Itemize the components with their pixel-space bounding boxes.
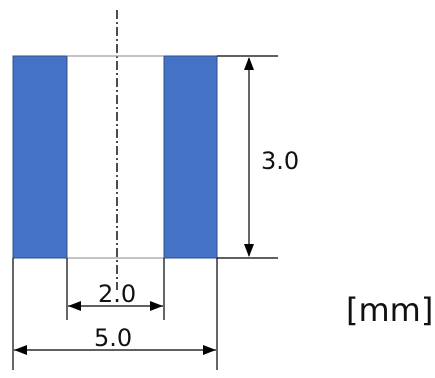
height-arrow-bottom [244, 244, 254, 257]
outer-width-arrow-left [14, 345, 27, 355]
inner-width-label: 2.0 [98, 280, 136, 308]
left-wall [12, 55, 68, 259]
height-label: 3.0 [261, 147, 299, 175]
inner-width-arrow-left [68, 301, 81, 311]
inner-width-arrow-right [150, 301, 163, 311]
height-arrow-top [244, 57, 254, 70]
outer-width-arrow-right [203, 345, 216, 355]
unit-label: [mm] [346, 291, 433, 329]
right-wall [163, 55, 218, 259]
outer-width-label: 5.0 [94, 324, 132, 352]
